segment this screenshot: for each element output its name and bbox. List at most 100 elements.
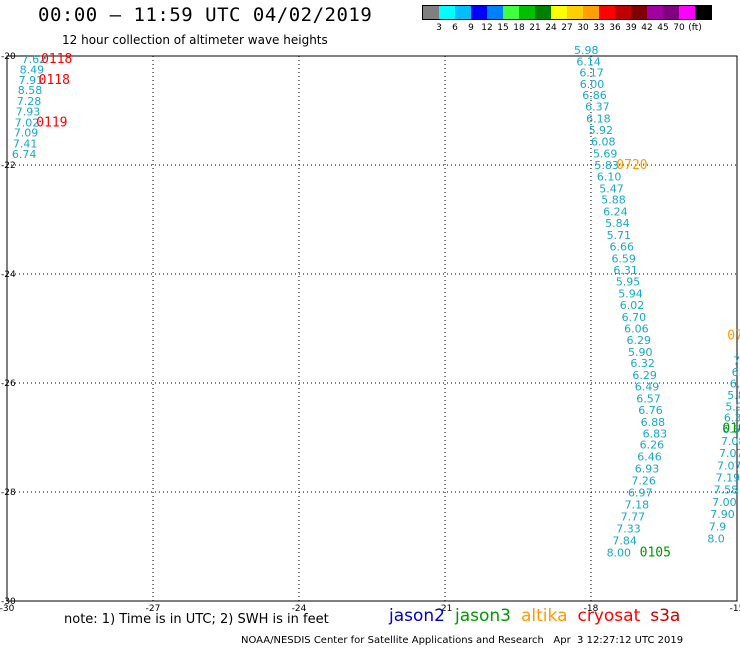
legend-swatch xyxy=(455,6,471,19)
mission-legend: jason2 jason3 altika cryosat s3a xyxy=(389,606,690,626)
legend-swatch xyxy=(423,6,439,19)
wave-height-value: 6.49 xyxy=(635,381,660,394)
legend-swatch xyxy=(599,6,615,19)
color-legend: 3 6 9 12 15 18 21 24 27 30 33 36 39 42 45 70 (ft) xyxy=(422,5,712,33)
legend-label: 3 xyxy=(436,23,442,33)
legend-swatch xyxy=(583,6,599,19)
y-tick-label: -28 xyxy=(1,488,16,498)
legend-labels: 3 6 9 12 15 18 21 24 27 30 33 36 39 42 45 70 (ft) xyxy=(431,23,712,33)
legend-label: 15 xyxy=(497,23,509,33)
wave-height-value: 7.18 xyxy=(625,498,650,511)
wave-height-value: 5.94 xyxy=(618,287,643,300)
x-tick-label: -15 xyxy=(730,604,740,614)
x-tick-label: -21 xyxy=(438,604,453,614)
wave-height-value: 5.90 xyxy=(628,346,653,359)
legend-swatch xyxy=(615,6,631,19)
wave-height-value: 6.26 xyxy=(640,438,665,451)
wave-height-value: 7.62 xyxy=(22,53,46,66)
wave-height-value: 6.76 xyxy=(638,404,663,417)
mission-label: cryosat xyxy=(577,606,641,626)
wave-height-value: 7.19 xyxy=(716,472,740,485)
pass-time-label: 0105 xyxy=(640,545,671,560)
wave-height-value: 7.08 xyxy=(721,435,740,448)
wave-height-value: 6.19 xyxy=(730,377,740,390)
chart-subtitle: 12 hour collection of altimeter wave hei… xyxy=(62,33,328,47)
wave-height-value: 5.71 xyxy=(607,229,632,242)
legend-swatch xyxy=(567,6,583,19)
legend-label: 21 xyxy=(529,23,541,33)
legend-label: (ft) xyxy=(688,23,702,33)
wave-height-value: 6.37 xyxy=(585,101,610,114)
pass-time-label: 0118 xyxy=(41,52,72,67)
wave-height-value: 6.14 xyxy=(576,55,601,68)
wave-height-value: 7.09 xyxy=(14,127,38,140)
legend-label: 70 xyxy=(673,23,685,33)
legend-label: 9 xyxy=(468,23,474,33)
legend-swatch xyxy=(679,6,695,19)
legend-label: 18 xyxy=(513,23,525,33)
wave-height-value: 6.86 xyxy=(582,89,607,102)
wave-height-value: 7.90 xyxy=(710,508,735,521)
wave-height-value: 6.31 xyxy=(613,264,638,277)
x-tick-label: -30 xyxy=(0,604,15,614)
legend-swatch xyxy=(535,6,551,19)
wave-height-value: 7.93 xyxy=(16,105,41,118)
wave-height-value: 6.32 xyxy=(630,357,655,370)
legend-label: 36 xyxy=(609,23,621,33)
wave-height-value: 8.0 xyxy=(707,533,725,546)
pass-time-label: 0118 xyxy=(39,73,70,88)
wave-height-value: 6.74 xyxy=(12,148,37,161)
legend-label: 24 xyxy=(545,23,557,33)
wave-height-value: 8.00 xyxy=(607,546,632,559)
wave-height-value: 6.57 xyxy=(636,393,661,406)
wave-height-value: 7.33 xyxy=(616,522,641,535)
wave-height-value: 7.28 xyxy=(17,95,42,108)
y-tick-label: -20 xyxy=(1,52,16,62)
credit-footer: NOAA/NESDIS Center for Satellite Applica… xyxy=(241,635,684,646)
wave-height-value: 6.00 xyxy=(580,78,605,91)
wave-height-value: 7.58 xyxy=(714,484,739,497)
legend-swatch xyxy=(663,6,679,19)
wave-height-value: 6.59 xyxy=(611,253,636,266)
wave-height-value: 5.83 xyxy=(594,159,619,172)
x-tick-label: -24 xyxy=(292,604,307,614)
wave-height-value: 5.84 xyxy=(605,217,630,230)
wave-height-value: 7.00 xyxy=(712,496,737,509)
wave-height-value: 5.95 xyxy=(616,275,641,288)
mission-label: jason2 xyxy=(389,606,445,626)
wave-height-value: 6.70 xyxy=(622,311,647,324)
wave-height-value: 6.17 xyxy=(579,67,604,80)
wave-height-value: 7.02 xyxy=(733,354,740,367)
wave-height-value: 8.49 xyxy=(20,63,45,76)
wave-height-value: 6.62 xyxy=(722,423,740,436)
wave-height-value: 5.80 xyxy=(727,389,740,402)
legend-swatches xyxy=(422,5,712,20)
wave-height-value: 6.83 xyxy=(643,428,668,441)
wave-height-value: 7.77 xyxy=(621,510,646,523)
legend-swatch xyxy=(487,6,503,19)
wave-height-value: 6.10 xyxy=(597,170,622,183)
legend-swatch xyxy=(503,6,519,19)
wave-height-value: 5.98 xyxy=(574,44,599,57)
wave-height-value: 6.02 xyxy=(620,299,645,312)
wave-height-value: 6.46 xyxy=(637,450,662,463)
legend-swatch xyxy=(471,6,487,19)
wave-height-value: 5.88 xyxy=(601,194,626,207)
footnote: note: 1) Time is in UTC; 2) SWH is in fe… xyxy=(64,612,329,627)
wave-height-value: 7.84 xyxy=(612,534,637,547)
wave-height-value: 6.34 xyxy=(732,366,740,379)
wave-height-value: 5.90 xyxy=(725,400,740,413)
wave-height-value: 7.9 xyxy=(709,521,727,534)
wave-height-value: 5.69 xyxy=(593,147,618,160)
wave-height-value: 6.88 xyxy=(641,416,666,429)
wave-height-value: 6.06 xyxy=(624,322,649,335)
legend-label: 33 xyxy=(593,23,605,33)
wave-height-value: 6.97 xyxy=(628,486,653,499)
pass-time-label: 07 xyxy=(727,328,740,343)
wave-height-value: 7.02 xyxy=(15,116,40,129)
wave-height-value: 6.36 xyxy=(724,412,740,425)
legend-label: 42 xyxy=(641,23,653,33)
legend-label: 27 xyxy=(561,23,573,33)
legend-label: 30 xyxy=(577,23,589,33)
